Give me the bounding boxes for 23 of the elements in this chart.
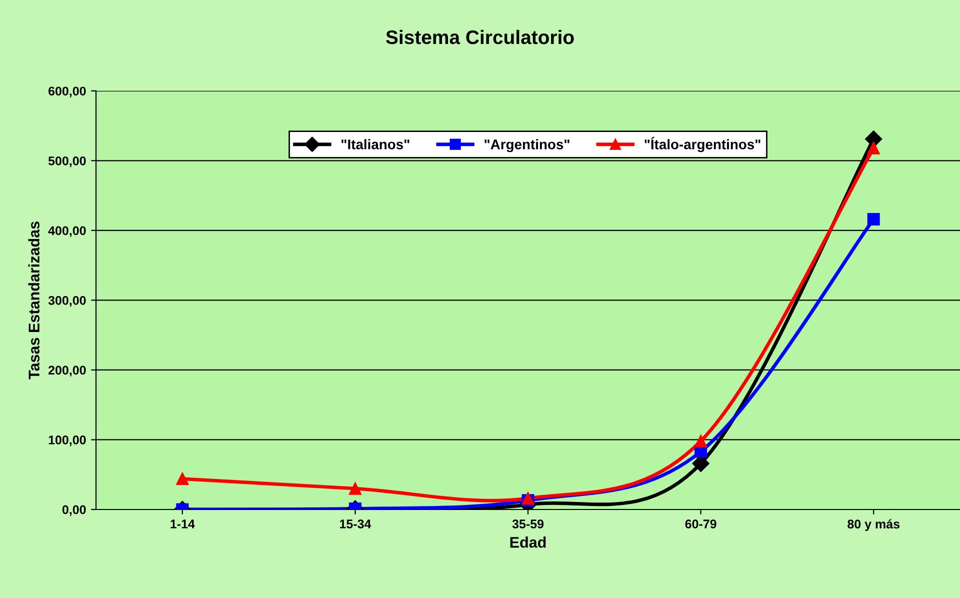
chart-title: Sistema Circulatorio: [386, 30, 574, 44]
point: [694, 434, 708, 448]
y-tick-label: 200,00: [48, 366, 86, 376]
y-tick-label: 300,00: [48, 296, 86, 307]
x-tick-label: 80 y más: [848, 519, 900, 531]
x-tick-label: 15-34: [340, 520, 372, 528]
legend-label: "Ítalo-argentinos": [644, 136, 760, 152]
y-tick-label: 500,00: [48, 156, 86, 168]
point: [867, 142, 880, 154]
y-tick-label: 600,00: [48, 86, 86, 98]
point: [176, 472, 189, 486]
y-axis-title: Tasas Estandarizadas: [28, 222, 40, 380]
x-tick-label: 1-14: [170, 520, 195, 528]
point: [348, 482, 362, 495]
x-tick-label: 35-59: [512, 520, 544, 528]
y-tick-label: 0,00: [62, 505, 86, 516]
x-tick-label: 60-79: [685, 520, 716, 528]
point: [867, 213, 880, 226]
legend-label: "Italianos": [342, 139, 410, 150]
y-tick-label: 100,00: [48, 436, 86, 446]
legend-label: "Argentinos": [484, 139, 570, 152]
x-axis-title: Edad: [510, 536, 546, 548]
y-tick-label: 400,00: [48, 226, 86, 237]
